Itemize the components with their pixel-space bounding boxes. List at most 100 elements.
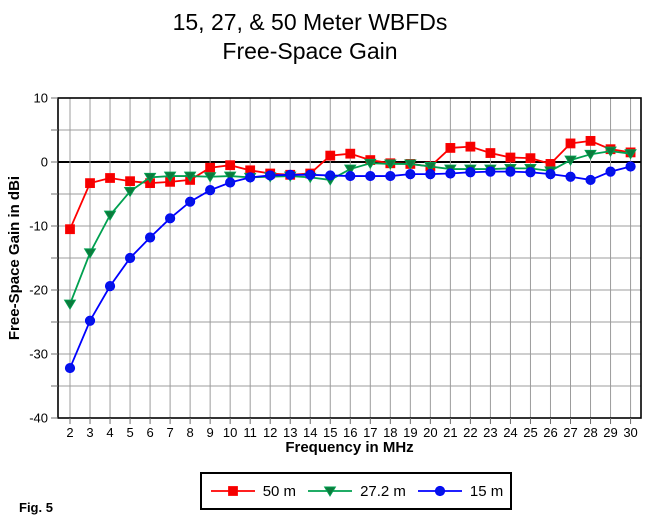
x-tick-label: 20 — [423, 425, 437, 440]
x-axis: 2 3 4 5 6 7 8 9 10 11 12 13 14 15 16 17 18 19 20 21 22 23 24 25… — [66, 418, 638, 440]
legend: 50 m 27.2 m 15 m — [200, 472, 512, 510]
legend-marker-square-icon — [210, 486, 255, 496]
data-point-triangle — [343, 164, 357, 175]
x-tick-label: 3 — [86, 425, 93, 440]
x-tick-label: 12 — [263, 425, 277, 440]
data-point-circle — [434, 485, 446, 497]
data-point-square — [465, 141, 476, 152]
x-axis-title: Frequency in MHz — [285, 439, 414, 456]
data-point-circle — [425, 169, 436, 180]
y-axis: 10 0 -10 -20 -30 -40 — [29, 91, 58, 426]
legend-item-50m: 50 m — [209, 483, 296, 500]
data-point-square — [585, 135, 596, 146]
data-point-circle — [144, 232, 156, 243]
x-tick-label: 8 — [187, 425, 194, 440]
x-tick-label: 21 — [443, 425, 457, 440]
x-tick-label: 19 — [403, 425, 417, 440]
data-point-circle — [345, 170, 356, 182]
data-point-circle — [545, 169, 556, 180]
data-point-circle — [104, 281, 116, 292]
data-point-circle — [325, 170, 336, 181]
data-point-circle — [505, 166, 516, 177]
data-point-circle — [305, 169, 316, 180]
legend-marker-circle-icon — [417, 485, 462, 497]
x-tick-label: 11 — [243, 425, 257, 440]
x-tick-label: 25 — [523, 425, 537, 440]
legend-item-15m: 15 m — [416, 483, 503, 500]
series-15-m — [64, 161, 636, 374]
data-point-triangle — [63, 299, 77, 310]
data-point-square — [525, 153, 536, 164]
x-tick-label: 22 — [463, 425, 477, 440]
data-point-circle — [465, 167, 476, 178]
x-tick-label: 7 — [166, 425, 173, 440]
data-point-triangle — [604, 146, 617, 157]
x-tick-label: 29 — [603, 425, 617, 440]
data-point-circle — [565, 171, 576, 182]
x-tick-label: 13 — [283, 425, 297, 440]
x-tick-label: 2 — [66, 425, 73, 440]
data-point-square — [227, 486, 238, 496]
data-point-triangle — [424, 162, 437, 173]
chart-title-line2: Free-Space Gain — [222, 38, 398, 64]
data-point-square — [225, 160, 236, 171]
chart-title-line1: 15, 27, & 50 Meter WBFDs — [172, 9, 448, 35]
data-point-triangle — [83, 248, 97, 259]
x-tick-label: 30 — [623, 425, 637, 440]
data-point-square — [485, 148, 496, 158]
data-point-circle — [285, 169, 296, 180]
x-tick-label: 5 — [126, 425, 133, 440]
x-tick-label: 24 — [503, 425, 517, 440]
data-point-square — [325, 150, 336, 161]
data-point-square — [345, 148, 356, 159]
data-point-circle — [64, 362, 76, 374]
x-tick-label: 18 — [383, 425, 397, 440]
data-point-square — [505, 152, 516, 163]
data-point-circle — [185, 196, 196, 207]
data-point-triangle — [183, 171, 197, 182]
data-point-triangle — [203, 172, 217, 183]
data-point-triangle — [384, 159, 397, 170]
data-point-circle — [485, 166, 496, 177]
data-point-square — [65, 224, 75, 235]
x-tick-label: 15 — [323, 425, 337, 440]
y-tick-label: -10 — [29, 219, 48, 234]
x-tick-label: 28 — [583, 425, 597, 440]
y-axis-title: Free-Space Gain in dBi — [6, 175, 23, 341]
y-tick-label: 0 — [41, 155, 48, 170]
x-tick-label: 4 — [106, 425, 113, 440]
legend-label-27m: 27.2 m — [360, 482, 406, 500]
legend-marker-triangle-icon — [308, 486, 353, 497]
legend-label-50m: 50 m — [262, 482, 297, 500]
data-point-triangle — [163, 171, 177, 182]
data-point-circle — [165, 213, 176, 224]
data-point-circle — [385, 170, 396, 182]
data-point-square — [205, 162, 216, 173]
x-tick-label: 10 — [223, 425, 237, 440]
x-tick-label: 9 — [207, 425, 214, 440]
data-point-triangle — [143, 172, 157, 184]
x-tick-label: 26 — [543, 425, 557, 440]
data-point-triangle — [103, 210, 117, 221]
data-point-circle — [365, 170, 376, 182]
x-tick-label: 27 — [563, 425, 577, 440]
data-point-circle — [445, 168, 456, 179]
gridlines — [58, 98, 641, 418]
data-point-circle — [124, 252, 136, 264]
data-point-circle — [265, 170, 276, 181]
data-point-circle — [225, 177, 236, 188]
y-tick-label: -30 — [29, 347, 48, 362]
data-point-circle — [605, 166, 616, 177]
data-point-square — [85, 178, 95, 189]
data-point-circle — [245, 172, 256, 183]
data-point-triangle — [363, 158, 377, 170]
data-point-circle — [525, 167, 536, 178]
data-point-triangle — [223, 171, 237, 182]
data-point-triangle — [404, 159, 417, 170]
y-tick-label: 10 — [34, 91, 48, 106]
x-tick-label: 17 — [363, 425, 377, 440]
data-point-triangle — [123, 186, 137, 198]
data-point-circle — [405, 169, 416, 180]
data-point-square — [445, 143, 456, 153]
